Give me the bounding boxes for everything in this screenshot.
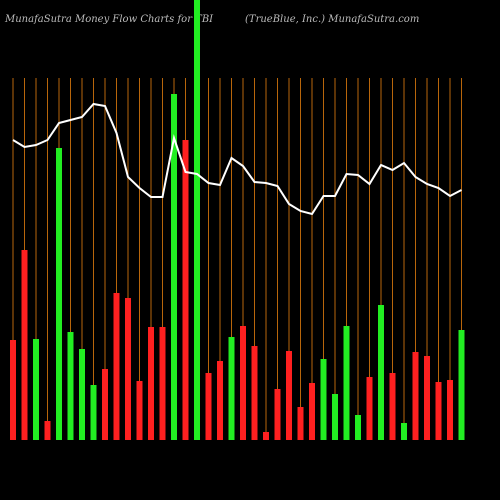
bar xyxy=(366,377,373,440)
bar xyxy=(343,326,350,440)
bar xyxy=(228,337,235,440)
chart-title: MunafaSutra Money Flow Charts for TBI xyxy=(4,14,214,25)
bar xyxy=(102,369,108,440)
bar xyxy=(412,352,419,440)
bar xyxy=(251,346,258,440)
bar xyxy=(389,373,396,440)
bar xyxy=(263,432,269,440)
money-flow-line xyxy=(12,102,462,216)
bar xyxy=(424,356,430,440)
bar xyxy=(286,351,292,440)
bar xyxy=(205,373,212,440)
bar xyxy=(10,340,16,440)
bar xyxy=(355,415,361,440)
bar xyxy=(21,250,28,440)
bar xyxy=(125,298,131,440)
bar xyxy=(148,327,154,440)
bar xyxy=(435,382,442,440)
bar xyxy=(136,381,143,440)
bar xyxy=(240,326,246,440)
bar xyxy=(458,330,465,440)
plot xyxy=(10,0,465,440)
bar xyxy=(378,305,384,440)
bar xyxy=(320,359,327,440)
bar xyxy=(171,94,177,440)
bar xyxy=(309,383,315,440)
bar xyxy=(113,293,120,440)
bar xyxy=(297,407,304,440)
bar xyxy=(194,0,200,440)
bar xyxy=(159,327,166,440)
bar xyxy=(274,389,281,440)
bar xyxy=(79,349,85,440)
bar xyxy=(447,380,453,440)
bar xyxy=(217,361,223,440)
bar xyxy=(33,339,39,440)
bar xyxy=(182,140,189,440)
bar xyxy=(332,394,338,440)
bar xyxy=(90,385,97,440)
bar xyxy=(401,423,407,440)
bar xyxy=(56,148,62,440)
chart-subtitle: (TrueBlue, Inc.) MunafaSutra.com xyxy=(245,14,419,25)
bar xyxy=(44,421,51,440)
bar xyxy=(67,332,74,440)
